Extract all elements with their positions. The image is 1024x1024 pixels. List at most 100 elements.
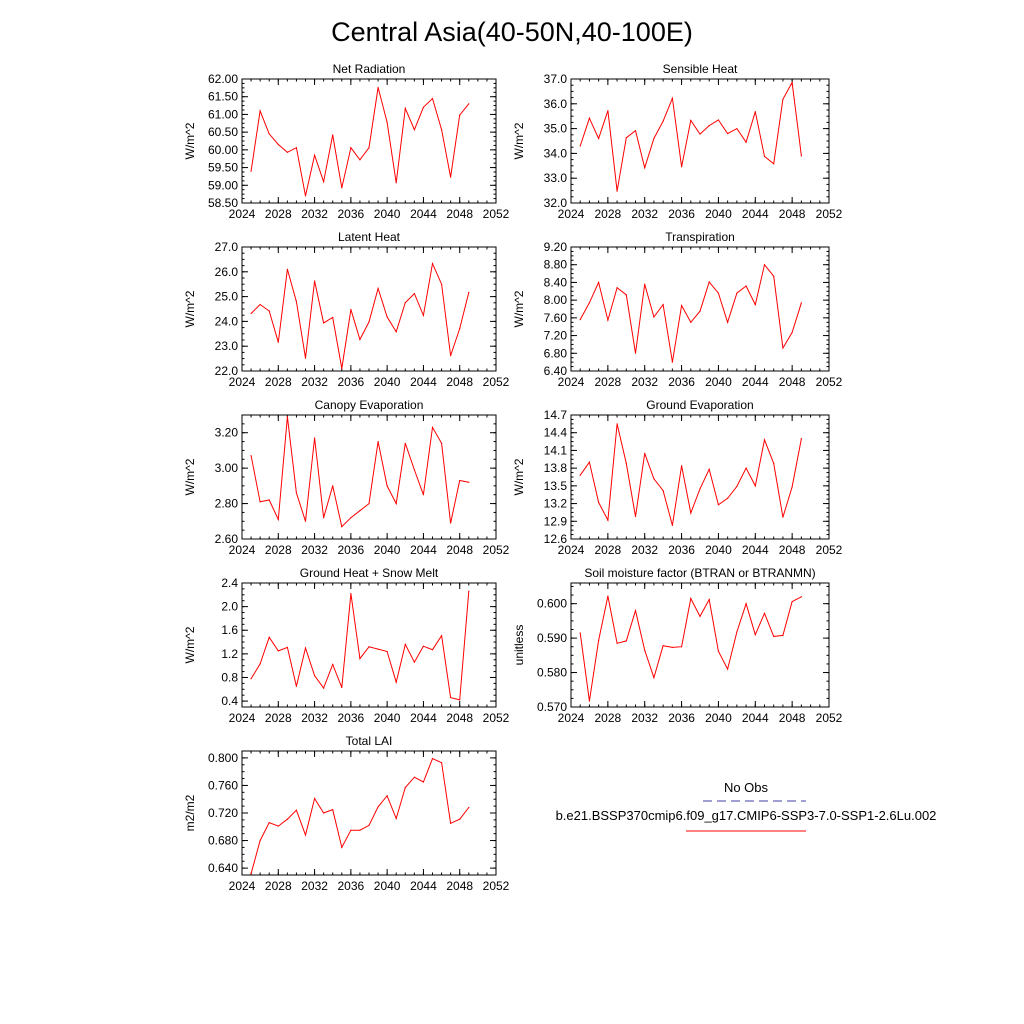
- data-point: [671, 524, 673, 527]
- data-point: [286, 268, 288, 270]
- panel-title: Latent Heat: [338, 230, 401, 244]
- data-point: [350, 308, 352, 311]
- y-axis-label: W/m^2: [512, 458, 526, 495]
- data-point: [653, 478, 655, 480]
- data-point: [717, 292, 720, 294]
- y-tick-label: 0.680: [208, 834, 238, 848]
- data-point: [450, 355, 452, 357]
- data-point: [745, 141, 747, 143]
- y-tick-label: 61.50: [208, 90, 238, 104]
- data-point: [800, 596, 802, 598]
- data-point: [368, 321, 370, 323]
- y-tick-label: 24.0: [215, 314, 239, 328]
- data-point: [727, 132, 729, 135]
- data-point: [341, 526, 343, 528]
- data-point: [634, 609, 637, 612]
- data-point: [644, 283, 646, 285]
- x-tick-label: 2040: [374, 711, 401, 725]
- data-point: [268, 133, 270, 135]
- panel-title: Net Radiation: [333, 62, 406, 76]
- y-tick-label: 9.20: [544, 240, 568, 254]
- y-tick-label: 35.0: [544, 122, 568, 136]
- x-tick-label: 2044: [410, 375, 437, 389]
- y-tick-label: 60.50: [208, 125, 238, 139]
- y-tick-label: 3.00: [215, 461, 239, 475]
- y-tick-label: 0.760: [208, 778, 238, 792]
- x-tick-label: 2028: [595, 207, 622, 221]
- data-point: [653, 137, 655, 140]
- data-point: [332, 663, 334, 666]
- data-point: [579, 632, 581, 634]
- y-tick-label: 1.2: [221, 647, 238, 661]
- y-tick-label: 26.0: [215, 265, 239, 279]
- x-tick-label: 2032: [301, 879, 328, 893]
- data-point: [450, 696, 452, 699]
- y-tick-label: 2.0: [221, 600, 238, 614]
- data-point: [644, 452, 646, 454]
- data-point: [395, 502, 397, 505]
- x-tick-label: 2036: [338, 543, 365, 557]
- data-point: [350, 517, 352, 519]
- data-point: [653, 316, 655, 318]
- data-point: [598, 501, 600, 503]
- data-point: [377, 287, 379, 290]
- x-tick-label: 2052: [483, 543, 510, 557]
- data-point: [259, 501, 261, 503]
- y-tick-label: 0.600: [537, 597, 567, 611]
- data-point: [616, 642, 618, 644]
- data-point: [671, 361, 673, 363]
- legend: No Obs b.e21.BSSP370cmip6.f09_g17.CMIP6-S…: [556, 780, 936, 832]
- x-tick-label: 2024: [229, 711, 256, 725]
- y-tick-label: 33.0: [544, 171, 568, 185]
- data-point: [717, 650, 720, 652]
- x-tick-label: 2032: [631, 711, 658, 725]
- data-point: [754, 111, 756, 113]
- y-tick-label: 59.00: [208, 178, 238, 192]
- x-tick-label: 2040: [374, 879, 401, 893]
- data-point: [625, 294, 627, 296]
- data-point: [736, 292, 738, 294]
- data-point: [413, 469, 415, 471]
- data-point: [782, 634, 784, 636]
- data-point: [468, 806, 470, 809]
- x-tick-label: 2048: [446, 207, 473, 221]
- data-point: [440, 634, 443, 637]
- x-tick-label: 2028: [265, 543, 292, 557]
- data-point: [588, 700, 591, 702]
- data-point: [404, 786, 406, 789]
- data-point: [295, 685, 298, 687]
- data-point: [295, 300, 298, 303]
- data-point: [782, 347, 784, 349]
- data-point: [386, 650, 388, 653]
- x-tick-label: 2048: [446, 375, 473, 389]
- panel-title: Canopy Evaporation: [315, 398, 424, 412]
- y-tick-label: 62.00: [208, 72, 238, 86]
- data-point: [268, 499, 270, 501]
- data-point: [431, 263, 434, 265]
- data-point: [431, 757, 434, 760]
- x-tick-label: 2040: [705, 543, 732, 557]
- data-point: [332, 316, 334, 319]
- y-tick-label: 0.8: [221, 670, 238, 684]
- y-tick-label: 8.40: [544, 275, 568, 289]
- x-tick-label: 2024: [558, 543, 585, 557]
- data-point: [625, 137, 627, 139]
- data-point: [395, 817, 397, 820]
- data-point: [662, 645, 664, 647]
- data-point: [386, 316, 388, 318]
- data-point: [368, 502, 370, 505]
- y-tick-label: 2.80: [215, 497, 239, 511]
- x-tick-label: 2040: [374, 207, 401, 221]
- data-point: [332, 808, 334, 811]
- x-tick-label: 2036: [668, 207, 695, 221]
- x-tick-label: 2044: [742, 711, 769, 725]
- data-point: [763, 264, 766, 266]
- x-tick-label: 2044: [742, 543, 769, 557]
- x-tick-label: 2032: [301, 711, 328, 725]
- x-tick-label: 2032: [301, 543, 328, 557]
- data-point: [745, 467, 747, 469]
- x-tick-label: 2032: [301, 375, 328, 389]
- data-point: [468, 103, 470, 105]
- y-tick-label: 13.5: [544, 479, 568, 493]
- data-point: [304, 357, 307, 359]
